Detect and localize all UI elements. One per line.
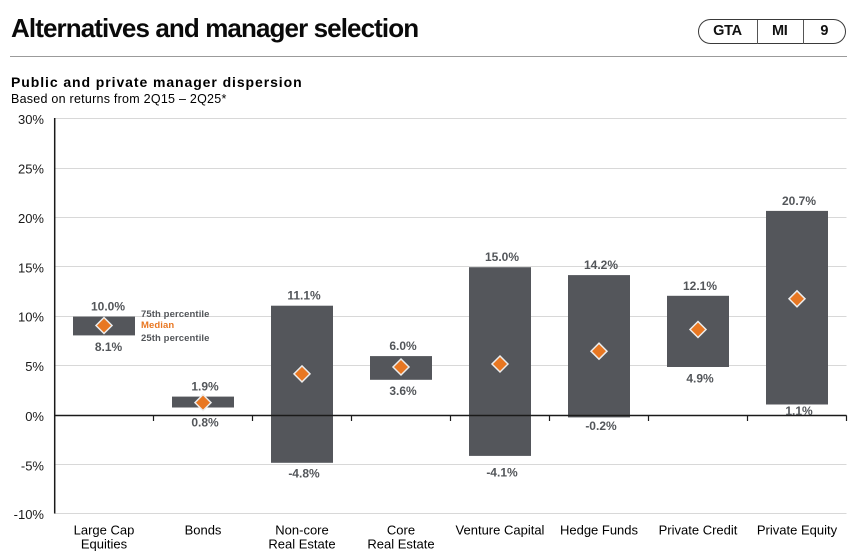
svg-text:-4.8%: -4.8% xyxy=(288,467,320,481)
svg-text:12.1%: 12.1% xyxy=(683,279,717,293)
svg-text:0.8%: 0.8% xyxy=(191,416,219,430)
svg-text:0%: 0% xyxy=(25,409,44,424)
svg-text:-0.2%: -0.2% xyxy=(585,419,617,433)
svg-text:75th percentile: 75th percentile xyxy=(141,309,210,320)
svg-text:15.0%: 15.0% xyxy=(485,250,519,264)
svg-text:30%: 30% xyxy=(18,112,44,127)
svg-text:Non-core: Non-core xyxy=(275,523,328,538)
svg-text:15%: 15% xyxy=(18,260,44,275)
svg-text:14.2%: 14.2% xyxy=(584,258,618,272)
svg-text:20.7%: 20.7% xyxy=(782,194,816,208)
svg-text:-5%: -5% xyxy=(21,458,45,473)
svg-text:10%: 10% xyxy=(18,310,44,325)
svg-text:Venture Capital: Venture Capital xyxy=(456,523,545,538)
svg-text:11.1%: 11.1% xyxy=(287,289,321,303)
svg-text:Bonds: Bonds xyxy=(185,523,222,538)
svg-text:Median: Median xyxy=(141,320,174,331)
svg-text:Large Cap: Large Cap xyxy=(74,523,135,538)
svg-text:5%: 5% xyxy=(25,359,44,374)
svg-text:20%: 20% xyxy=(18,211,44,226)
svg-text:Private Credit: Private Credit xyxy=(659,523,738,538)
svg-text:1.9%: 1.9% xyxy=(191,380,219,394)
svg-text:3.6%: 3.6% xyxy=(389,384,417,398)
svg-text:25th percentile: 25th percentile xyxy=(141,333,210,344)
svg-text:10.0%: 10.0% xyxy=(91,300,125,314)
svg-text:4.9%: 4.9% xyxy=(686,371,714,385)
svg-text:-4.1%: -4.1% xyxy=(486,466,518,480)
svg-text:Real Estate: Real Estate xyxy=(268,537,335,552)
svg-text:Equities: Equities xyxy=(81,537,128,552)
svg-text:Real Estate: Real Estate xyxy=(367,537,434,552)
svg-text:Core: Core xyxy=(387,523,415,538)
svg-text:Hedge Funds: Hedge Funds xyxy=(560,523,639,538)
svg-text:8.1%: 8.1% xyxy=(95,340,123,354)
svg-text:-10%: -10% xyxy=(14,507,45,522)
svg-text:1.1%: 1.1% xyxy=(785,404,813,418)
svg-text:Private Equity: Private Equity xyxy=(757,523,838,538)
svg-text:6.0%: 6.0% xyxy=(389,339,417,353)
svg-text:25%: 25% xyxy=(18,162,44,177)
